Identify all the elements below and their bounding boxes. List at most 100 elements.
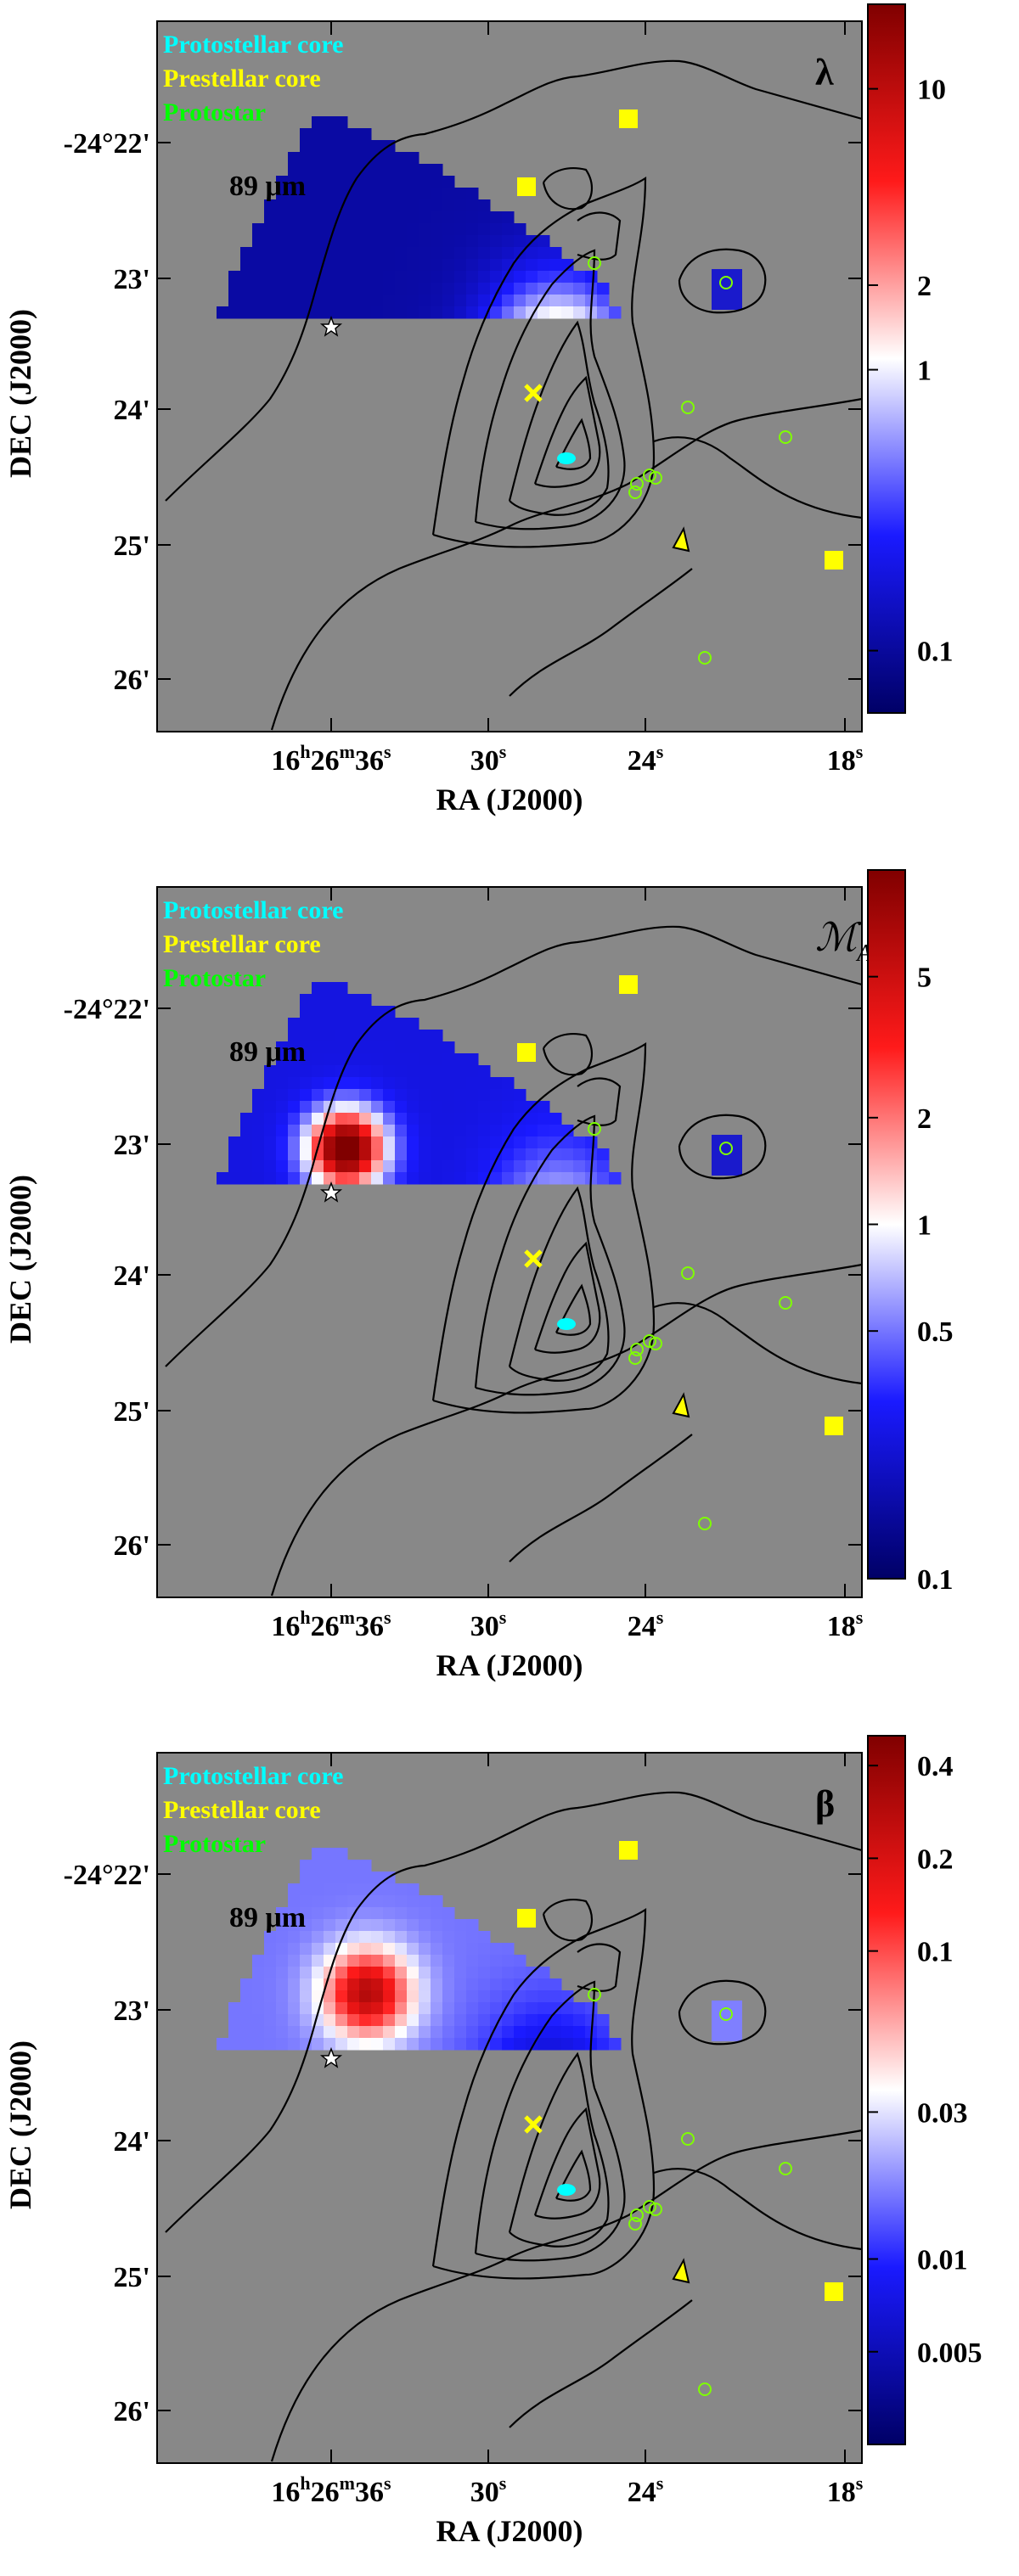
- heatmap-cell: [347, 306, 360, 319]
- colorbar: [867, 3, 906, 714]
- colorbar-tick-label: 2: [917, 271, 932, 302]
- heatmap-cell: [431, 1943, 443, 1956]
- heatmap-cell: [561, 271, 574, 283]
- heatmap-cell: [312, 1089, 324, 1102]
- heatmap-cell: [395, 295, 408, 307]
- heatmap-cell: [383, 1018, 396, 1030]
- heatmap-cell: [312, 2038, 324, 2051]
- heatmap-cell: [288, 306, 301, 319]
- heatmap-cell: [407, 247, 419, 260]
- prestellar-core-marker: [825, 2282, 843, 2301]
- heatmap-cell: [300, 295, 312, 307]
- heatmap-cell: [359, 1041, 372, 1054]
- heatmap-cell: [407, 2026, 419, 2039]
- heatmap-cell: [312, 176, 324, 188]
- heatmap-cell: [395, 2014, 408, 2027]
- heatmap-cell: [431, 271, 443, 283]
- heatmap-cell: [502, 1136, 515, 1149]
- heatmap-cell: [288, 1053, 301, 1066]
- heatmap-cell: [264, 295, 277, 307]
- heatmap-cell: [442, 1136, 455, 1149]
- heatmap-cell: [454, 211, 467, 224]
- heatmap-cell: [347, 1895, 360, 1908]
- heatmap-cell: [371, 1148, 384, 1161]
- heatmap-cell: [312, 128, 324, 141]
- colorbar-tick-label: 0.4: [917, 1751, 954, 1782]
- heatmap-cell: [454, 2002, 467, 2015]
- heatmap-cell: [371, 211, 384, 224]
- heatmap-cell: [526, 1148, 538, 1161]
- heatmap-cell: [276, 1160, 289, 1173]
- heatmap-cell: [347, 1860, 360, 1872]
- contour-line: [653, 1302, 863, 1385]
- heatmap-cell: [276, 1113, 289, 1125]
- heatmap-cell: [383, 1113, 396, 1125]
- heatmap-cell: [371, 2014, 384, 2027]
- heatmap-cell: [490, 2026, 503, 2039]
- heatmap-cell: [395, 1125, 408, 1137]
- heatmap-cell: [359, 295, 372, 307]
- contour-line: [474, 249, 626, 530]
- heatmap-cell: [597, 1148, 610, 1161]
- protostar-marker: [643, 469, 656, 482]
- heatmap-cell: [371, 1089, 384, 1102]
- heatmap-cell: [585, 283, 598, 295]
- heatmap-cell: [359, 259, 372, 272]
- heatmap-cell: [549, 1125, 562, 1137]
- heatmap-cell: [347, 1136, 360, 1149]
- heatmap-cell: [312, 1883, 324, 1896]
- heatmap-cell: [359, 1065, 372, 1078]
- plot-frame: [156, 1752, 863, 2464]
- heatmap-cell: [347, 1065, 360, 1078]
- heatmap-cell: [335, 1955, 348, 1967]
- heatmap-cell: [419, 1907, 431, 1920]
- heatmap-cell: [454, 271, 467, 283]
- heatmap-cell: [454, 306, 467, 319]
- x-tick-label: 24s: [628, 1607, 664, 1642]
- heatmap-cell: [264, 1125, 277, 1137]
- x-axis-label: RA (J2000): [436, 2514, 583, 2548]
- heatmap-cell: [502, 247, 515, 260]
- heatmap-cell: [276, 1919, 289, 1932]
- heatmap-cell: [419, 1136, 431, 1149]
- heatmap-cell: [359, 1077, 372, 1090]
- heatmap-cell: [490, 247, 503, 260]
- heatmap-cell: [454, 1077, 467, 1090]
- heatmap-cell: [335, 1148, 348, 1161]
- heatmap-cell: [490, 1077, 503, 1090]
- protostar-marker: [719, 1142, 733, 1155]
- heatmap-cell: [371, 1113, 384, 1125]
- protostar-marker: [643, 1334, 656, 1348]
- heatmap-cell: [514, 1125, 526, 1137]
- heatmap-cell: [324, 1065, 336, 1078]
- heatmap-cell: [252, 223, 265, 236]
- heatmap-cell: [264, 1978, 277, 1991]
- heatmap-cell: [383, 1089, 396, 1102]
- heatmap-cell: [454, 1919, 467, 1932]
- heatmap-cell: [573, 2002, 586, 2015]
- heatmap-cell: [371, 306, 384, 319]
- heatmap-cell: [335, 128, 348, 141]
- heatmap-cell: [347, 295, 360, 307]
- heatmap-cell: [264, 1065, 277, 1078]
- heatmap-cell: [276, 188, 289, 200]
- heatmap-cell: [395, 271, 408, 283]
- prestellar-core-marker: [517, 1043, 536, 1062]
- heatmap-cell: [217, 306, 229, 319]
- heatmap-cell: [335, 1113, 348, 1125]
- heatmap-cell: [324, 295, 336, 307]
- heatmap-cell: [252, 1089, 265, 1102]
- heatmap-cell: [335, 2014, 348, 2027]
- contour-line: [542, 1033, 593, 1076]
- heatmap-cell: [478, 1160, 491, 1173]
- contour-line: [508, 2051, 610, 2248]
- heatmap-cell: [419, 223, 431, 236]
- panel-label: λ: [815, 52, 834, 93]
- heatmap-cell: [276, 1065, 289, 1078]
- heatmap-cell: [538, 2038, 550, 2051]
- heatmap-cell: [407, 1955, 419, 1967]
- heatmap-cell: [419, 1895, 431, 1908]
- heatmap-cell: [300, 1065, 312, 1078]
- heatmap-cell: [335, 116, 348, 129]
- heatmap-cell: [407, 199, 419, 212]
